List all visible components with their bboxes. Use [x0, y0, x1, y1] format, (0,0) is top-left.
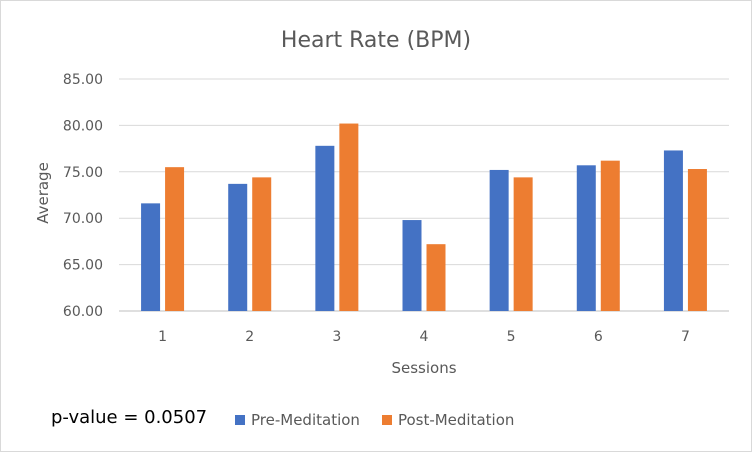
y-tick-label: 65.00: [63, 258, 103, 274]
chart-footer: p-value = 0.0507 Pre-Meditation Post-Med…: [1, 403, 751, 439]
y-axis-title: Average: [34, 162, 52, 224]
x-tick-label: 6: [594, 329, 603, 345]
bar-post-meditation: [252, 177, 272, 311]
bar-post-meditation: [426, 244, 446, 311]
y-tick-label: 75.00: [63, 165, 103, 181]
bar-pre-meditation: [576, 165, 596, 311]
bar-pre-meditation: [315, 145, 335, 311]
y-tick-label: 60.00: [63, 304, 103, 320]
legend-label-pre: Pre-Meditation: [251, 411, 360, 429]
x-tick-label: 4: [420, 329, 429, 345]
x-tick-label: 1: [158, 329, 167, 345]
bar-pre-meditation: [489, 169, 509, 311]
bar-pre-meditation: [663, 150, 683, 311]
bar-post-meditation: [513, 177, 533, 311]
legend-item-pre: Pre-Meditation: [235, 411, 360, 429]
bar-post-meditation: [600, 160, 620, 311]
y-tick-label: 80.00: [63, 118, 103, 134]
p-value-annotation: p-value = 0.0507: [51, 407, 208, 428]
legend-label-post: Post-Meditation: [397, 411, 515, 429]
bar-pre-meditation: [228, 183, 248, 311]
legend-item-post: Post-Meditation: [381, 411, 515, 429]
y-tick-label: 85.00: [63, 72, 103, 88]
legend-swatch-pre: [235, 415, 245, 425]
bar-pre-meditation: [402, 220, 422, 311]
x-tick-label: 7: [681, 329, 690, 345]
legend-swatch-post: [381, 415, 392, 425]
bar-post-meditation: [687, 169, 707, 311]
legend: Pre-Meditation Post-Meditation: [235, 411, 536, 429]
bar-post-meditation: [165, 167, 185, 311]
x-tick-label: 2: [245, 329, 254, 345]
chart-title: Heart Rate (BPM): [281, 28, 471, 53]
bar-pre-meditation: [141, 203, 161, 311]
x-axis-title: Sessions: [391, 359, 456, 377]
bar-post-meditation: [339, 123, 359, 311]
x-tick-label: 3: [332, 329, 341, 345]
heart-rate-chart: Heart Rate (BPM) 60.00 65.00 70.00 75.00 80.…: [34, 28, 729, 377]
x-tick-label: 5: [507, 329, 516, 345]
y-tick-label: 70.00: [63, 211, 103, 227]
